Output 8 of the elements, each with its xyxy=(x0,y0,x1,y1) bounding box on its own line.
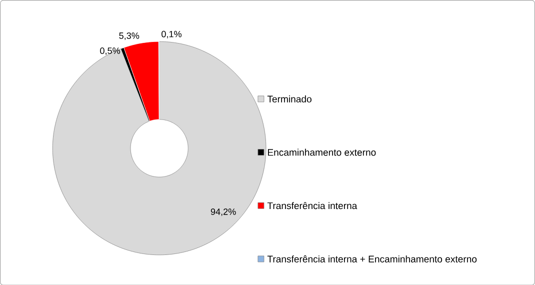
data-label: 5,3% xyxy=(119,32,140,40)
legend-label: Transferência interna + Encaminhamento externo xyxy=(267,255,477,262)
legend-label: Terminado xyxy=(267,95,312,102)
data-label: 0,5% xyxy=(100,47,120,55)
legend-label: Transferência interna xyxy=(267,202,358,209)
legend-label: Encaminhamento externo xyxy=(268,148,376,156)
data-label: 94,2% xyxy=(210,208,236,216)
data-label: 0,1% xyxy=(162,30,182,38)
